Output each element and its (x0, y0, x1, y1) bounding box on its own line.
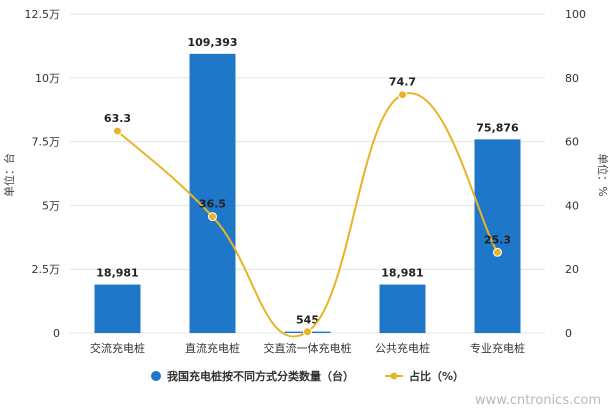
bar (189, 53, 236, 333)
legend-bar-label: 我国充电桩按不同方式分类数量（台） (167, 369, 354, 383)
left-tick-label: 0 (53, 327, 60, 340)
line-value-labels: 63.3 36.5 74.7 25.3 (104, 76, 511, 247)
legend-line-label: 占比（%） (409, 369, 464, 383)
line-series (113, 90, 502, 338)
right-axis-ticks: 0 20 40 60 80 100 (565, 8, 586, 340)
left-tick-label: 5万 (42, 199, 60, 212)
line-point (398, 90, 407, 100)
left-axis-title: 单位：台 (2, 153, 16, 197)
legend-bar-marker (151, 371, 161, 381)
bar-value-label: 18,981 (96, 267, 138, 280)
left-axis-ticks: 0 2.5万 5万 7.5万 10万 12.5万 (25, 8, 61, 340)
bar (379, 284, 426, 333)
line-value-label: 63.3 (104, 112, 131, 125)
watermark: www.cntronics.com (475, 393, 601, 408)
right-axis-title: 单位：% (596, 153, 610, 196)
left-tick-label: 10万 (35, 72, 60, 85)
left-tick-label: 7.5万 (32, 136, 61, 149)
bar-value-label: 75,876 (476, 121, 519, 134)
bar-series (94, 53, 521, 333)
left-tick-label: 12.5万 (25, 8, 61, 21)
line-value-label: 25.3 (484, 233, 511, 246)
right-tick-label: 60 (565, 136, 579, 149)
bar (474, 139, 521, 333)
bar-value-label: 18,981 (381, 267, 423, 280)
line-point (113, 126, 122, 136)
left-tick-label: 2.5万 (32, 263, 61, 276)
category-label: 专业充电桩 (470, 341, 525, 355)
line-point (303, 327, 312, 337)
category-label: 交流充电桩 (90, 341, 145, 355)
gridlines (70, 13, 545, 334)
line-point (493, 247, 502, 257)
bar-value-labels: 18,981 109,393 545 18,981 75,876 (96, 36, 519, 327)
category-label: 交直流一体充电桩 (264, 341, 352, 355)
right-tick-label: 20 (565, 263, 579, 276)
line-point (208, 212, 217, 222)
bar-value-label: 545 (296, 314, 319, 327)
legend: 我国充电桩按不同方式分类数量（台） 占比（%） (151, 369, 464, 383)
percentage-line (116, 92, 499, 338)
category-label: 直流充电桩 (185, 341, 240, 355)
bar (94, 284, 141, 333)
bar-value-label: 109,393 (187, 36, 237, 49)
legend-line-dot (390, 372, 398, 380)
category-labels: 交流充电桩 直流充电桩 交直流一体充电桩 公共充电桩 专业充电桩 (90, 341, 525, 355)
right-tick-label: 100 (565, 8, 586, 21)
right-tick-label: 80 (565, 72, 579, 85)
category-label: 公共充电桩 (375, 341, 430, 355)
line-value-label: 36.5 (199, 198, 226, 211)
line-value-label: 74.7 (389, 76, 416, 89)
right-tick-label: 0 (565, 327, 572, 340)
right-tick-label: 40 (565, 199, 579, 212)
